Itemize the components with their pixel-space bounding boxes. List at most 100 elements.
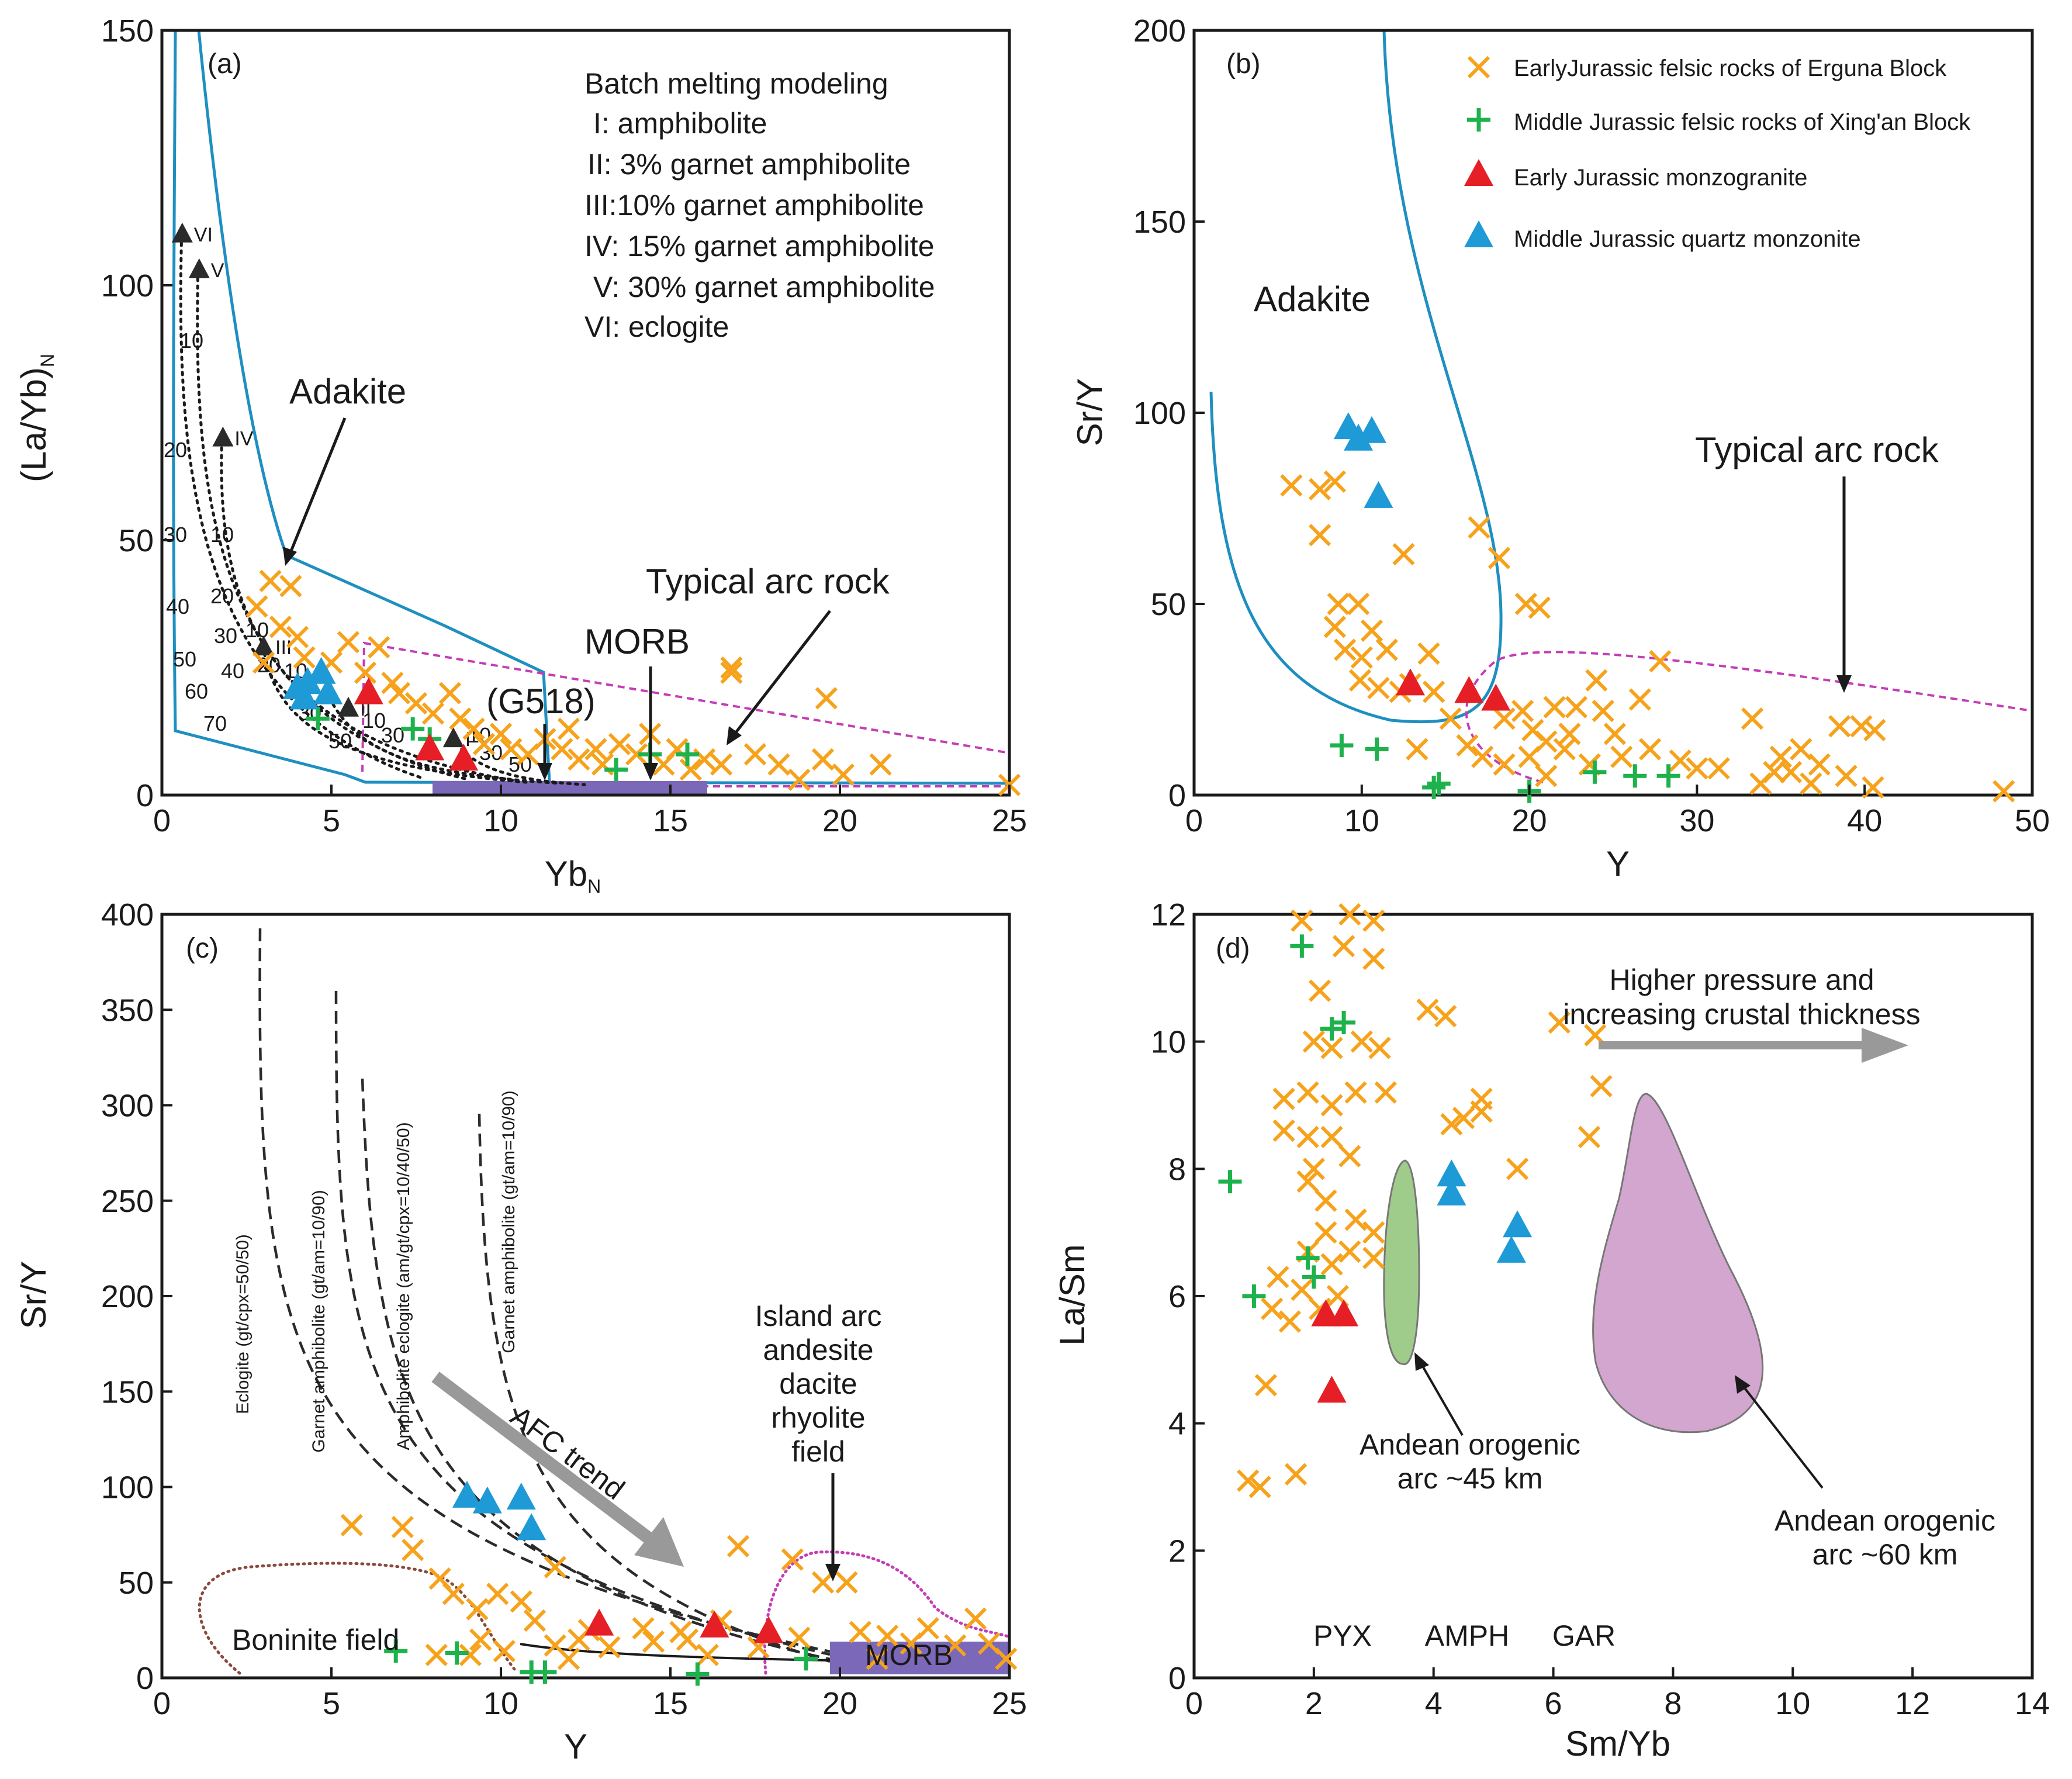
y-tick-label: 0	[1168, 778, 1186, 813]
erguna-point	[1558, 723, 1581, 745]
curve-label: Garnet amphibolite (gt/am=10/90)	[309, 1190, 328, 1452]
erguna-point	[720, 656, 743, 679]
melt-label: 10	[210, 523, 234, 547]
panel-b-points	[1280, 412, 2015, 803]
erguna-point	[1261, 1297, 1284, 1320]
erguna-point	[727, 1535, 750, 1557]
y-tick-label: 300	[101, 1089, 154, 1124]
erguna-point	[1374, 1081, 1397, 1104]
x-tick-label: 50	[2015, 803, 2050, 838]
erguna-point	[1323, 616, 1347, 638]
erguna-point	[1267, 1266, 1289, 1289]
arrow-arc-a	[732, 610, 831, 737]
erguna-point	[1350, 1030, 1373, 1053]
erguna-point	[1518, 745, 1541, 768]
erguna-point	[340, 1514, 363, 1536]
xingan-point	[1242, 1284, 1266, 1308]
panel-a-ticks: 0 5 10 15 20 25 0 50 100 150	[101, 13, 1027, 838]
source-marker	[188, 258, 210, 278]
melt-label: 10	[245, 618, 269, 642]
xingan-point	[676, 742, 699, 766]
erguna-point	[1439, 707, 1462, 730]
erguna-point	[252, 651, 275, 674]
erguna-point	[1628, 688, 1652, 711]
erguna-point	[720, 661, 743, 684]
erguna-point	[1610, 745, 1633, 768]
andean-60km-field	[1592, 1093, 1764, 1433]
erguna-point	[1707, 757, 1730, 780]
erguna-point	[1315, 1189, 1337, 1212]
boninite-field	[198, 1562, 516, 1675]
quartz-monzonite-point	[1437, 1178, 1466, 1205]
legend: EarlyJurassic felsic rocks of Erguna Blo…	[1464, 56, 1971, 252]
quartz-monzonite-point	[1437, 1159, 1466, 1187]
erguna-point	[1578, 1125, 1601, 1149]
legend-triangle-icon	[1464, 159, 1493, 186]
legend-label: Middle Jurassic felsic rocks of Xing'an …	[1514, 109, 1971, 135]
source-marker	[338, 696, 359, 717]
legend-label: Middle Jurassic quartz monzonite	[1514, 226, 1861, 252]
erguna-point	[679, 758, 702, 781]
y-tick-label: 400	[101, 897, 154, 932]
erguna-point	[1488, 547, 1511, 569]
erguna-point	[1291, 1278, 1313, 1301]
erguna-point	[1808, 753, 1831, 776]
quartz-monzonite-point	[472, 1486, 502, 1514]
panel-b: 0 10 20 30 40 50 0 50 100 150 200 (b) EarlyJurassi…	[1070, 13, 2050, 883]
erguna-point	[1367, 676, 1390, 700]
panel-b-fields	[1209, 30, 2032, 783]
erguna-point	[1434, 1005, 1457, 1028]
erguna-point	[1237, 1469, 1260, 1492]
xingan-point	[1332, 1011, 1356, 1035]
xingan-point	[1290, 934, 1314, 958]
model-item: III:10% garnet amphibolite	[584, 189, 924, 222]
erguna-point	[669, 1621, 692, 1643]
erguna-point	[1308, 979, 1331, 1002]
y-tick-label: 10	[1151, 1025, 1186, 1060]
morb-label-a: MORB	[584, 622, 690, 661]
adakite-boundary-a	[197, 30, 551, 783]
erguna-point	[1471, 745, 1494, 768]
island-arc-label: rhyolite	[771, 1401, 865, 1434]
mineral-curves	[258, 928, 831, 1663]
erguna-point	[1669, 749, 1692, 772]
monzogranite-point	[354, 677, 383, 704]
andean-60-label: arc ~60 km	[1812, 1538, 1958, 1571]
erguna-point	[696, 1643, 719, 1666]
erguna-point	[1603, 723, 1626, 745]
erguna-point	[1296, 1170, 1319, 1193]
erguna-point	[1800, 772, 1822, 795]
afc-curve	[520, 1643, 831, 1661]
melt-label: 60	[185, 679, 208, 703]
erguna-point	[1417, 642, 1440, 665]
panel-label-a: (a)	[207, 49, 242, 80]
island-arc-label: field	[791, 1435, 845, 1468]
x-tick-label: 20	[822, 1686, 857, 1721]
monzogranite-point	[700, 1610, 729, 1638]
xingan-point	[1330, 733, 1354, 757]
erguna-point	[1368, 1037, 1391, 1059]
y-tick-label: 6	[1168, 1279, 1186, 1314]
erguna-point	[1332, 935, 1355, 958]
gar-label: GAR	[1552, 1619, 1616, 1652]
legend-item-erguna: EarlyJurassic felsic rocks of Erguna Blo…	[1467, 56, 1947, 81]
erguna-point	[1528, 596, 1551, 619]
xingan-point	[306, 707, 330, 731]
andean-45-label: Andean orogenic	[1360, 1428, 1580, 1461]
pressure-label: increasing crustal thickness	[1563, 998, 1920, 1031]
erguna-point	[1993, 780, 2015, 803]
erguna-point	[381, 672, 404, 695]
erguna-point	[642, 1630, 665, 1653]
erguna-point	[1362, 948, 1385, 970]
erguna-point	[1535, 765, 1558, 787]
erguna-point	[1585, 669, 1608, 692]
andean-45km-field	[1383, 1159, 1420, 1366]
arrow-head	[283, 547, 297, 566]
erguna-point	[1440, 1113, 1463, 1136]
melt-label: 10	[180, 329, 203, 353]
erguna-point	[245, 595, 268, 618]
source-marker	[442, 727, 464, 748]
erguna-point	[1285, 1463, 1307, 1486]
arrow-head	[643, 763, 658, 780]
